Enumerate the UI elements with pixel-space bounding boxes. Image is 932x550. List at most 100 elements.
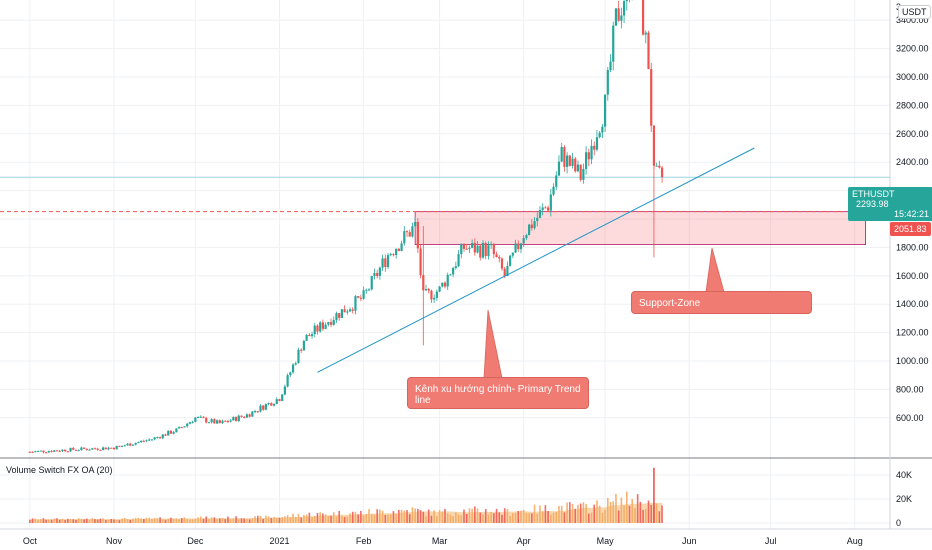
candle-body <box>137 442 140 444</box>
candle-body <box>612 25 615 62</box>
candle-body <box>538 210 542 218</box>
candle-body <box>42 450 45 453</box>
volume-bar <box>411 507 414 523</box>
candle-body <box>286 375 289 387</box>
volume-bar <box>316 512 319 523</box>
candle-body <box>226 421 230 423</box>
candle-body <box>506 265 509 276</box>
support-zone-callout[interactable]: Support-Zone <box>631 291 812 314</box>
volume-bar <box>194 518 197 523</box>
volume-bar <box>379 509 381 523</box>
volume-bar <box>566 502 568 523</box>
volume-bar <box>422 511 425 523</box>
candle-body <box>202 416 205 418</box>
candle-body <box>465 248 468 250</box>
currency-label[interactable]: USDT <box>898 5 931 19</box>
candle-body <box>435 291 438 298</box>
volume-bar <box>80 518 83 523</box>
candle-body <box>541 207 544 211</box>
candle-body <box>45 452 48 454</box>
candle-body <box>647 32 650 70</box>
volume-bar <box>164 519 167 523</box>
candle-body <box>568 155 571 166</box>
candle-body <box>164 434 167 436</box>
volume-bar <box>75 519 77 523</box>
volume-bar <box>275 517 278 523</box>
volume-indicator-label[interactable]: Volume Switch FX OA (20) <box>6 465 113 475</box>
volume-bar <box>392 511 395 523</box>
candle-body <box>102 447 105 451</box>
y-tick-label: 600.00 <box>896 413 924 423</box>
volume-bar <box>579 503 582 523</box>
trend-callout-pointer <box>483 309 503 379</box>
volume-bar <box>536 513 539 523</box>
volume-bar <box>495 508 498 523</box>
candle-body <box>622 1 626 16</box>
candle-body <box>126 443 129 446</box>
candle-body <box>321 322 324 329</box>
volume-bar <box>284 516 286 523</box>
volume-bar <box>341 515 343 523</box>
candle-body <box>378 267 381 276</box>
candle-body <box>107 447 110 450</box>
candle-body <box>544 207 547 209</box>
candle-body <box>362 290 365 299</box>
volume-bar <box>259 515 262 523</box>
candle-body <box>139 440 143 443</box>
candle-body <box>161 434 164 439</box>
candle-body <box>574 158 577 172</box>
volume-bar <box>452 516 454 523</box>
volume-bar <box>585 503 587 523</box>
y-tick-label: 2800.00 <box>896 100 929 110</box>
candle-body <box>557 161 561 176</box>
candle-body <box>104 447 107 450</box>
volume-bar <box>134 517 137 523</box>
volume-bar <box>292 513 294 523</box>
trend-line-callout[interactable]: Kênh xu hướng chính- Primary Trend line <box>407 377 589 409</box>
volume-bar-spike <box>653 467 655 523</box>
volume-bar <box>156 517 159 523</box>
volume-bar <box>232 518 235 523</box>
volume-bar <box>132 518 134 523</box>
volume-bar <box>370 513 373 523</box>
volume-bar <box>644 508 647 523</box>
volume-bar <box>145 517 148 523</box>
candle-body <box>584 152 588 170</box>
volume-bar <box>362 515 365 523</box>
volume-bar <box>281 517 283 523</box>
volume-bar <box>67 518 69 523</box>
candle-body <box>196 417 200 419</box>
candle-body <box>590 145 593 160</box>
volume-bar <box>525 512 528 523</box>
volume-bar <box>297 513 300 523</box>
candle-body <box>454 266 457 269</box>
volume-bar <box>343 516 346 523</box>
candle-body <box>142 440 145 442</box>
candle-body <box>72 447 75 450</box>
volume-bar <box>474 506 476 523</box>
candle-body <box>47 451 50 453</box>
candle-body <box>433 297 436 300</box>
candle-body <box>58 450 61 452</box>
volume-bar <box>218 518 221 523</box>
candle-body <box>224 420 227 422</box>
y-tick-label: 1800.00 <box>896 242 929 252</box>
x-tick-label: Jun <box>682 536 697 546</box>
volume-bar <box>351 511 354 523</box>
candle-body <box>74 449 78 451</box>
volume-bar <box>493 513 495 523</box>
candle-body <box>503 268 506 276</box>
volume-bar <box>29 519 31 523</box>
volume-bar <box>186 519 189 523</box>
volume-bar <box>102 518 104 523</box>
volume-bar <box>552 512 555 523</box>
volume-bar <box>322 513 324 523</box>
volume-bar <box>476 508 479 523</box>
candle-body <box>346 311 349 313</box>
volume-bar <box>433 510 435 523</box>
volume-bar <box>227 516 229 523</box>
volume-bar <box>278 517 281 523</box>
volume-bar <box>506 508 509 523</box>
